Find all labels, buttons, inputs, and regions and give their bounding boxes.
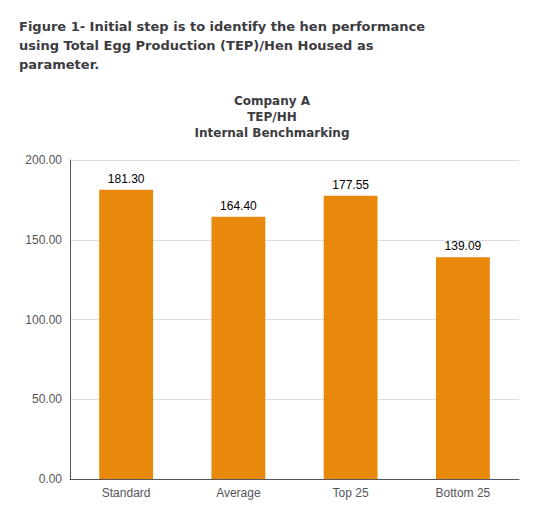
- svg-text:164.40: 164.40: [220, 199, 257, 213]
- svg-text:Figure 1- Initial step is to i: Figure 1- Initial step is to identify th…: [19, 19, 425, 34]
- svg-text:150.00: 150.00: [25, 233, 62, 247]
- svg-text:177.55: 177.55: [332, 178, 369, 192]
- svg-text:Average: Average: [216, 486, 261, 500]
- svg-text:parameter.: parameter.: [19, 57, 99, 72]
- svg-text:50.00: 50.00: [32, 392, 62, 406]
- svg-text:181.30: 181.30: [108, 172, 145, 186]
- svg-text:Standard: Standard: [102, 486, 151, 500]
- svg-text:Top 25: Top 25: [333, 486, 369, 500]
- svg-text:139.09: 139.09: [445, 239, 482, 253]
- svg-text:TEP/HH: TEP/HH: [247, 110, 297, 124]
- svg-text:100.00: 100.00: [25, 313, 62, 327]
- svg-text:Internal Benchmarking: Internal Benchmarking: [195, 126, 350, 140]
- svg-text:using Total Egg Production (TE: using Total Egg Production (TEP)/Hen Hou…: [19, 38, 374, 53]
- svg-text:Bottom 25: Bottom 25: [436, 486, 491, 500]
- svg-text:0.00: 0.00: [39, 472, 63, 486]
- svg-text:Company A: Company A: [234, 94, 311, 108]
- svg-text:200.00: 200.00: [25, 153, 62, 167]
